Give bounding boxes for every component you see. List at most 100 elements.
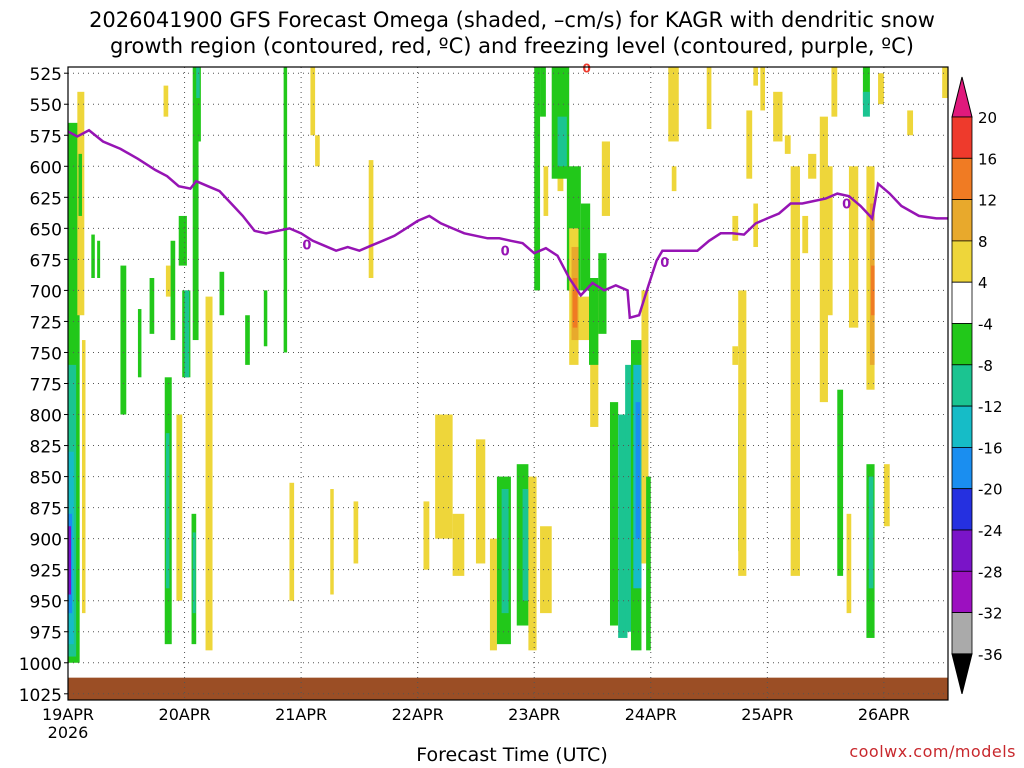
omega-region	[534, 67, 541, 291]
omega-region	[192, 67, 199, 341]
omega-region	[137, 309, 142, 378]
omega-region	[883, 464, 890, 527]
x-axis-label: Forecast Time (UTC)	[416, 744, 608, 766]
colorbar-swatch	[951, 157, 973, 201]
colorbar-label: -16	[978, 439, 1003, 457]
colorbar-swatch	[951, 364, 973, 407]
colorbar-swatch	[951, 281, 973, 324]
omega-region	[78, 153, 82, 216]
omega-region	[315, 135, 320, 167]
x-tick-label: 23APR	[508, 705, 560, 724]
omega-region	[283, 67, 288, 353]
y-tick-label: 550	[30, 96, 62, 116]
omega-region	[170, 240, 176, 341]
y-tick-label: 750	[30, 344, 62, 364]
omega-region	[760, 67, 766, 111]
omega-region	[192, 532, 196, 614]
omega-region	[802, 215, 809, 254]
colorbar-label: -32	[978, 605, 1003, 623]
y-tick-label: 575	[30, 127, 62, 147]
omega-region	[625, 364, 634, 632]
omega-region	[289, 482, 295, 601]
colorbar-swatch	[951, 488, 973, 531]
omega-region	[831, 67, 838, 117]
omega-region	[522, 489, 529, 601]
omega-region	[635, 402, 641, 539]
omega-region	[120, 265, 127, 415]
colorbar-label: 8	[978, 233, 988, 251]
colorbar-bottom-triangle	[951, 653, 973, 695]
omega-region	[475, 439, 486, 564]
colorbar-swatch	[951, 199, 973, 242]
omega-region	[263, 290, 268, 347]
omega-region	[808, 153, 817, 179]
colorbar-swatch	[951, 446, 973, 490]
terrain-band	[68, 677, 948, 700]
omega-region	[862, 91, 870, 117]
colorbar-swatch	[951, 240, 973, 283]
omega-region	[641, 290, 649, 564]
omega-region	[753, 67, 759, 86]
omega-region	[609, 402, 619, 626]
omega-region	[165, 265, 171, 297]
y-tick-label: 975	[30, 624, 62, 644]
x-tick-label: 20APR	[159, 705, 211, 724]
omega-region	[580, 203, 591, 291]
omega-region	[540, 67, 546, 117]
colorbar-label: -12	[978, 398, 1003, 416]
freezing-level-label: 0	[501, 245, 510, 260]
omega-region	[862, 67, 870, 105]
omega-region	[871, 265, 875, 316]
omega-region	[846, 513, 852, 614]
omega-region	[353, 501, 359, 564]
omega-region	[753, 203, 759, 247]
y-tick-label: 775	[30, 376, 62, 396]
x-tick-label: 22APR	[392, 705, 444, 724]
omega-region	[452, 513, 465, 576]
chart-title-line-1: 2026041900 GFS Forecast Omega (shaded, –…	[89, 8, 935, 32]
omega-region	[746, 110, 753, 179]
omega-region	[176, 414, 183, 601]
omega-region	[732, 346, 739, 365]
omega-region	[368, 160, 374, 278]
colorbar-swatch	[951, 323, 973, 366]
freezing-level-line	[67, 128, 948, 320]
omega-region	[868, 476, 874, 589]
omega-region	[423, 501, 430, 570]
colorbar-label: -8	[978, 357, 993, 375]
omega-region	[165, 433, 170, 589]
omega-region	[330, 489, 334, 595]
omega-region	[489, 538, 497, 651]
omega-region	[732, 215, 739, 241]
y-tick-label: 600	[30, 158, 62, 178]
colorbar-label: 20	[978, 109, 997, 127]
colorbar-swatch	[951, 405, 973, 448]
omega-region	[907, 110, 914, 136]
colorbar-label: -24	[978, 522, 1003, 540]
freezing-level-label: 0	[660, 256, 669, 271]
freezing-level-label: 0	[302, 238, 311, 253]
x-tick-label: 25APR	[741, 705, 793, 724]
x-tick-sublabel: 2026	[48, 723, 89, 742]
omega-region	[578, 296, 591, 341]
omega-region	[178, 215, 187, 266]
y-tick-label: 800	[30, 407, 62, 427]
freezing-level-label: 0	[842, 198, 851, 213]
dgz-label: 0	[582, 61, 590, 75]
omega-region	[310, 67, 316, 136]
y-tick-label: 675	[30, 251, 62, 271]
colorbar-label: -20	[978, 481, 1003, 499]
y-tick-label: 1000	[19, 655, 62, 675]
colorbar-label: -4	[978, 316, 993, 334]
y-tick-label: 850	[30, 469, 62, 489]
y-tick-label: 700	[30, 282, 62, 302]
x-tick-label: 26APR	[858, 705, 910, 724]
y-tick-label: 825	[30, 438, 62, 458]
omega-region	[149, 278, 155, 334]
y-tick-label: 525	[30, 65, 62, 85]
omega-region	[205, 296, 213, 651]
y-tick-label: 650	[30, 220, 62, 240]
y-tick-label: 900	[30, 531, 62, 551]
x-tick-label: 21APR	[275, 705, 327, 724]
